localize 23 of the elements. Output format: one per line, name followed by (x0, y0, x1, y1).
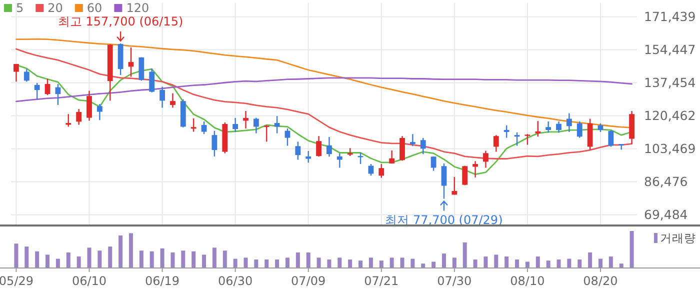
x-tick-label: 06/19 (144, 274, 180, 288)
y-tick-label: 171,439 (644, 9, 696, 24)
annotation: 최고 157,700 (06/15) (58, 14, 184, 28)
annotation: 최저 77,700 (07/29) (385, 212, 503, 227)
x-tick-label: 07/21 (364, 274, 399, 288)
y-tick-label: 154,447 (644, 42, 696, 58)
legend-label: 5 (16, 1, 24, 15)
x-tick-label: 07/09 (291, 274, 326, 288)
x-tick-label: 06/10 (72, 274, 107, 288)
legend-label: 120 (126, 1, 150, 15)
legend-label: 20 (48, 1, 63, 15)
x-tick-label: 08/20 (583, 274, 618, 288)
x-tick-label: 08/10 (510, 274, 545, 288)
legend-label: 60 (86, 1, 102, 15)
y-tick-label: 69,484 (644, 207, 688, 222)
x-tick-label: 05/29 (0, 274, 34, 288)
y-tick-label: 86,476 (644, 174, 688, 190)
x-tick-label: 07/30 (437, 274, 472, 288)
y-tick-label: 137,454 (644, 75, 696, 90)
legend: 거래량 (654, 231, 696, 245)
x-tick-label: 06/30 (218, 274, 253, 288)
y-tick-label: 120,462 (644, 108, 696, 124)
y-tick-label: 103,469 (644, 141, 696, 156)
